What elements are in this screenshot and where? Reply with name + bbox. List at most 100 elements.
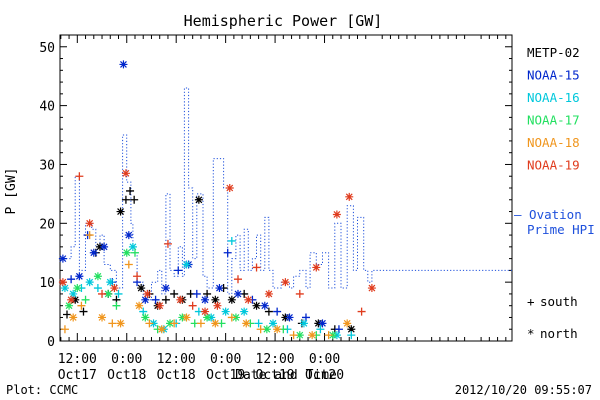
series-noaa-19 xyxy=(58,169,376,316)
data-point-south xyxy=(227,313,236,322)
legend: METP-02 NOAA-15 NOAA-16 NOAA-17 NOAA-18 NOAA-… xyxy=(514,45,595,341)
legend-entry: NOAA-17 xyxy=(527,113,580,128)
data-point-north xyxy=(252,301,261,310)
data-point-north xyxy=(137,284,146,293)
marker-legend-label: south xyxy=(540,294,578,309)
marker-legend-symbol: + xyxy=(527,294,535,309)
plus-mark xyxy=(114,289,123,298)
data-point-north xyxy=(106,278,115,287)
data-point-north xyxy=(262,325,271,334)
star-mark xyxy=(295,331,304,340)
plus-mark xyxy=(357,307,366,316)
star-mark xyxy=(231,313,240,322)
data-point-south xyxy=(67,275,76,284)
data-point-north xyxy=(110,284,119,293)
legend-entry: NOAA-15 xyxy=(527,68,580,83)
star-mark xyxy=(135,301,144,310)
plus-mark xyxy=(223,248,232,257)
plus-mark xyxy=(112,301,121,310)
data-point-south xyxy=(163,239,172,248)
star-mark xyxy=(240,307,249,316)
star-mark xyxy=(93,272,102,281)
data-point-north xyxy=(124,231,133,240)
plus-mark xyxy=(203,289,212,298)
star-mark xyxy=(299,319,308,328)
x-axis-ticks: 12:00Oct170:00Oct1812:00Oct180:00Oct1912… xyxy=(58,35,507,383)
y-tick-label: 30 xyxy=(39,158,55,173)
data-point-south xyxy=(324,331,333,340)
plus-mark xyxy=(145,319,154,328)
data-point-south xyxy=(85,231,94,240)
star-mark xyxy=(58,254,67,263)
star-mark xyxy=(264,289,273,298)
data-point-north xyxy=(149,319,158,328)
data-point-north xyxy=(71,295,80,304)
data-point-south xyxy=(174,266,183,275)
star-mark xyxy=(211,319,220,328)
data-point-north xyxy=(318,319,327,328)
star-mark xyxy=(244,295,253,304)
data-point-south xyxy=(151,295,160,304)
plus-mark xyxy=(63,310,72,319)
plus-mark xyxy=(324,331,333,340)
data-point-south xyxy=(124,260,133,269)
y-tick-label: 10 xyxy=(39,276,55,291)
data-point-north xyxy=(273,325,282,334)
data-point-south xyxy=(316,325,325,334)
data-point-south xyxy=(233,275,242,284)
series-noaa-17 xyxy=(65,248,337,340)
data-point-north xyxy=(260,301,269,310)
chart-title: Hemispheric Power [GW] xyxy=(184,12,383,30)
data-point-north xyxy=(281,313,290,322)
star-mark xyxy=(60,284,69,293)
data-point-north xyxy=(233,289,242,298)
data-point-north xyxy=(157,325,166,334)
data-point-north xyxy=(201,295,210,304)
x-tick-label-date: Oct18 xyxy=(157,368,196,383)
data-point-south xyxy=(121,195,130,204)
star-mark xyxy=(119,60,128,69)
data-point-north xyxy=(242,319,251,328)
data-point-north xyxy=(65,301,74,310)
data-point-north xyxy=(141,313,150,322)
star-mark xyxy=(178,313,187,322)
star-mark xyxy=(260,301,269,310)
x-tick-label-time: 12:00 xyxy=(256,352,295,367)
star-mark xyxy=(141,295,150,304)
star-mark xyxy=(343,319,352,328)
data-point-north xyxy=(58,254,67,263)
data-point-south xyxy=(170,319,179,328)
data-point-south xyxy=(334,325,343,334)
data-point-north xyxy=(166,319,175,328)
data-point-south xyxy=(108,319,117,328)
data-point-south xyxy=(63,310,72,319)
plus-mark xyxy=(170,289,179,298)
data-point-north xyxy=(85,278,94,287)
data-point-north xyxy=(240,307,249,316)
plus-mark xyxy=(192,289,201,298)
data-point-south xyxy=(188,301,197,310)
plus-mark xyxy=(254,319,263,328)
data-point-south xyxy=(256,325,265,334)
data-point-south xyxy=(170,289,179,298)
plus-mark xyxy=(93,284,102,293)
star-mark xyxy=(157,325,166,334)
data-point-north xyxy=(95,242,104,251)
data-point-north xyxy=(314,319,323,328)
data-point-north xyxy=(328,331,337,340)
plus-mark xyxy=(126,186,135,195)
data-point-north xyxy=(312,263,321,272)
star-mark xyxy=(137,284,146,293)
star-mark xyxy=(75,272,84,281)
star-mark xyxy=(110,284,119,293)
star-mark xyxy=(116,319,125,328)
legend-entry: NOAA-16 xyxy=(527,90,580,105)
plus-mark xyxy=(75,172,84,181)
plus-mark xyxy=(130,195,139,204)
marker-legend-symbol: * xyxy=(527,326,535,341)
data-point-south xyxy=(254,319,263,328)
series-metp-02 xyxy=(63,186,356,334)
data-point-north xyxy=(67,295,76,304)
plus-mark xyxy=(252,263,261,272)
data-point-north xyxy=(73,284,82,293)
